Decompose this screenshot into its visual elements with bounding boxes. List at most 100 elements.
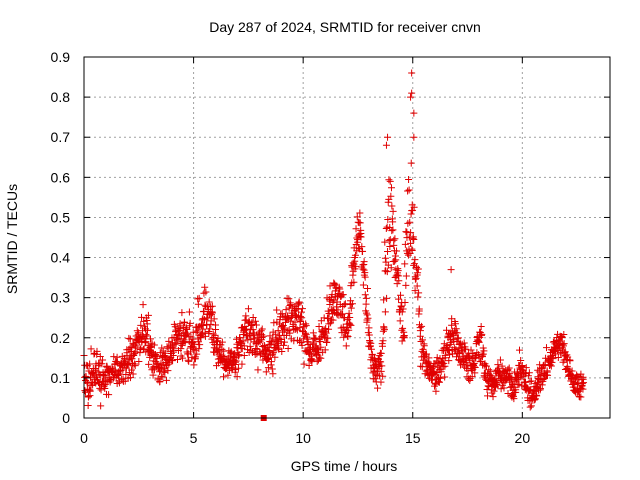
data-point	[217, 341, 225, 349]
data-point	[561, 348, 569, 356]
data-point	[208, 302, 216, 310]
data-point	[411, 275, 419, 283]
y-axis-label: SRMTID / TECUs	[4, 184, 20, 294]
data-point	[497, 385, 505, 393]
data-point	[181, 319, 189, 327]
data-point	[284, 345, 292, 353]
data-point	[183, 330, 191, 338]
data-point	[158, 364, 166, 372]
data-point	[154, 374, 162, 382]
data-point	[339, 310, 347, 318]
data-point	[165, 337, 173, 345]
data-point	[93, 347, 101, 355]
data-point	[244, 305, 252, 313]
data-point	[410, 133, 418, 141]
data-point	[479, 350, 487, 358]
data-point	[278, 347, 286, 355]
data-point	[391, 235, 399, 243]
data-point	[286, 329, 294, 337]
data-point	[408, 89, 416, 97]
data-point	[399, 305, 407, 313]
data-point	[355, 244, 363, 252]
data-point	[389, 207, 397, 215]
data-point	[382, 141, 390, 149]
data-point	[174, 355, 182, 363]
data-point	[456, 356, 464, 364]
data-point	[496, 356, 504, 364]
data-point	[538, 381, 546, 389]
data-point	[557, 350, 565, 358]
data-point	[485, 366, 493, 374]
data-point	[349, 259, 357, 267]
data-point	[554, 353, 562, 361]
data-point	[234, 364, 242, 372]
data-point	[377, 358, 385, 366]
data-point	[126, 344, 134, 352]
data-point	[577, 393, 585, 401]
data-point	[322, 329, 330, 337]
data-point	[401, 240, 409, 248]
data-point	[194, 295, 202, 303]
data-point	[236, 334, 244, 342]
data-point	[395, 295, 403, 303]
data-point	[184, 356, 192, 364]
data-point	[377, 378, 385, 386]
data-point	[542, 344, 550, 352]
data-point	[309, 340, 317, 348]
data-point	[512, 386, 520, 394]
data-point	[413, 282, 421, 290]
data-point	[408, 69, 416, 77]
data-point	[522, 364, 530, 372]
data-point	[238, 360, 246, 368]
data-point	[385, 176, 393, 184]
data-point	[161, 352, 169, 360]
data-point	[208, 335, 216, 343]
data-point	[208, 309, 216, 317]
data-point	[359, 247, 367, 255]
data-point	[115, 370, 123, 378]
data-point	[195, 294, 203, 302]
data-point	[271, 330, 279, 338]
data-point	[250, 335, 258, 343]
data-point	[124, 361, 132, 369]
data-point	[139, 301, 147, 309]
data-point	[343, 332, 351, 340]
data-point	[135, 357, 143, 365]
data-point	[344, 333, 352, 341]
x-tick-label: 10	[295, 430, 311, 446]
data-point	[386, 177, 394, 185]
data-point	[125, 334, 133, 342]
data-point	[209, 339, 217, 347]
data-point	[573, 372, 581, 380]
data-point	[340, 333, 348, 341]
data-point	[377, 349, 385, 357]
data-point	[326, 282, 334, 290]
data-point	[526, 403, 534, 411]
data-point	[380, 326, 388, 334]
data-point	[315, 323, 323, 331]
y-tick-label: 0.2	[51, 330, 71, 346]
data-point	[348, 300, 356, 308]
data-point	[334, 306, 342, 314]
data-point	[324, 334, 332, 342]
data-point	[381, 238, 389, 246]
data-point	[119, 366, 127, 374]
data-point	[240, 351, 248, 359]
data-point	[482, 362, 490, 370]
data-point	[144, 311, 152, 319]
data-point	[381, 308, 389, 316]
data-point	[405, 176, 413, 184]
data-points	[80, 69, 588, 421]
data-point	[446, 351, 454, 359]
data-point	[263, 355, 271, 363]
data-point	[292, 324, 300, 332]
data-point	[173, 330, 181, 338]
y-tick-label: 0.1	[51, 370, 71, 386]
data-point	[131, 362, 139, 370]
data-point	[137, 313, 145, 321]
data-point	[346, 313, 354, 321]
y-tick-label: 0.7	[51, 129, 71, 145]
data-point	[98, 360, 106, 368]
data-point	[317, 343, 325, 351]
data-point	[400, 334, 408, 342]
